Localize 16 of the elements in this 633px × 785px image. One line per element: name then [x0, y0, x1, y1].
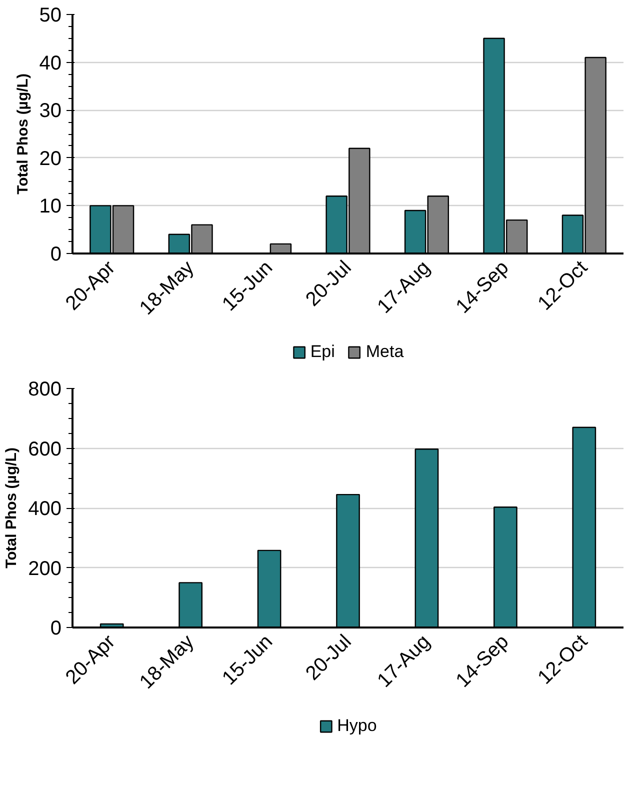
y-tick-label: 10	[39, 196, 62, 218]
y-tick-label: 0	[50, 618, 62, 640]
y-tick-label: 50	[39, 4, 62, 26]
y-tick-label: 0	[50, 244, 62, 266]
y-axis-title: Total Phos (µg/L)	[14, 74, 32, 194]
y-tick-label: 20	[39, 148, 62, 170]
y-tick-label: 600	[28, 438, 62, 460]
y-tick-label: 200	[28, 558, 62, 580]
legend-label: Epi	[310, 342, 335, 362]
legend-label: Meta	[366, 342, 404, 362]
legend-label: Hypo	[337, 716, 377, 736]
y-tick-label: 800	[28, 378, 62, 400]
y-axis-title: Total Phos (µg/L)	[3, 448, 20, 568]
y-tick-label: 40	[39, 52, 62, 74]
y-tick-label: 30	[39, 100, 62, 122]
y-tick-label: 400	[28, 498, 62, 520]
